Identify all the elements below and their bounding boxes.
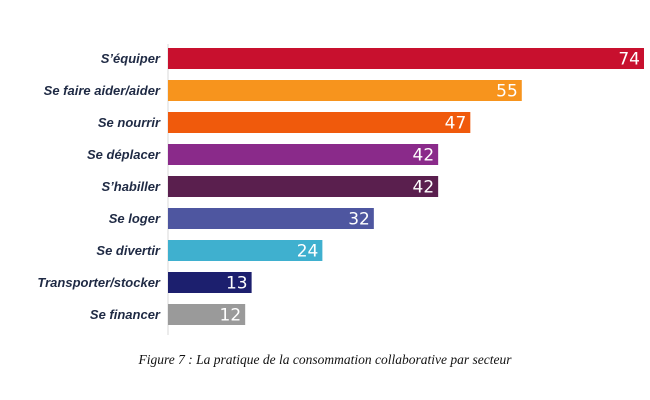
category-label: Se faire aider/aider bbox=[44, 83, 161, 98]
bars-group: S’équiper 74 Se faire aider/aider 55 Se nour… bbox=[37, 48, 644, 326]
value-label: 42 bbox=[413, 178, 435, 198]
bar bbox=[168, 112, 471, 133]
bar bbox=[168, 208, 374, 229]
category-label: S’habiller bbox=[101, 179, 160, 194]
value-label: 24 bbox=[297, 242, 319, 262]
bar bbox=[168, 80, 522, 101]
value-label: 74 bbox=[618, 50, 640, 70]
category-label: Se financer bbox=[90, 307, 161, 322]
category-label: Se loger bbox=[109, 211, 161, 226]
value-label: 42 bbox=[413, 146, 435, 166]
value-label: 12 bbox=[220, 306, 242, 326]
value-label: 47 bbox=[445, 114, 467, 134]
bar bbox=[168, 144, 439, 165]
figure-caption: Figure 7 : La pratique de la consommatio… bbox=[138, 352, 512, 367]
bar bbox=[168, 240, 323, 261]
category-label: Transporter/stocker bbox=[37, 275, 161, 290]
bar bbox=[168, 272, 252, 293]
bar bbox=[168, 176, 439, 197]
category-label: Se nourrir bbox=[98, 115, 161, 130]
value-label: 55 bbox=[496, 82, 518, 102]
category-label: Se divertir bbox=[96, 243, 161, 258]
bar bbox=[168, 48, 644, 69]
value-label: 32 bbox=[348, 210, 370, 230]
category-label: S’équiper bbox=[101, 51, 161, 66]
value-label: 13 bbox=[226, 274, 248, 294]
category-label: Se déplacer bbox=[87, 147, 161, 162]
bar bbox=[168, 304, 246, 325]
